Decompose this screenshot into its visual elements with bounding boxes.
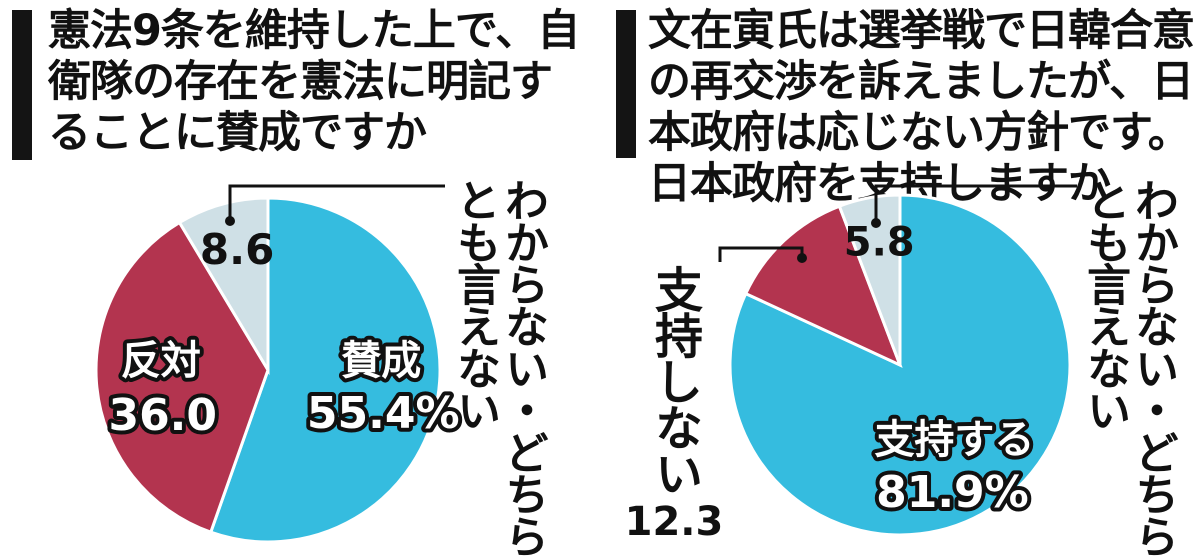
data-label: 支持する <box>874 417 1034 463</box>
title-accent-bar <box>12 10 32 160</box>
data-label: 12.3 <box>625 499 724 545</box>
pie-slice <box>728 193 1072 537</box>
slice-label-unsure: わからない・どちらとも言えない <box>1079 178 1178 556</box>
pie-slice <box>837 193 902 366</box>
slice-label-oppose: 支持しない <box>646 265 702 495</box>
data-label: 賛成 <box>341 338 421 384</box>
pie-slice <box>743 204 903 368</box>
leader-line <box>874 184 1077 223</box>
slice-label-unsure: わからない・どちらとも言えない <box>449 178 548 556</box>
leader-line <box>228 184 445 221</box>
data-label: 55.4% <box>307 388 460 439</box>
right-chart-panel: 文在寅氏は選挙戦で日韓合意の再交渉を訴えましたが、日本政府は応じない方針です。日… <box>612 0 1200 558</box>
leader-line <box>718 246 804 262</box>
data-label: 5.8 <box>844 219 915 265</box>
data-label: 81.9% <box>876 467 1029 518</box>
data-label: 反対 <box>121 338 201 384</box>
data-label: 36.0 <box>108 390 217 441</box>
pie-slice <box>177 196 270 376</box>
data-label: 8.6 <box>200 225 274 274</box>
chart-title: 憲法9条を維持した上で、自衛隊の存在を憲法に明記することに賛成ですか <box>48 6 580 158</box>
title-accent-bar <box>616 10 636 158</box>
left-chart-panel: 憲法9条を維持した上で、自衛隊の存在を憲法に明記することに賛成ですか 賛成 55.… <box>12 6 580 556</box>
